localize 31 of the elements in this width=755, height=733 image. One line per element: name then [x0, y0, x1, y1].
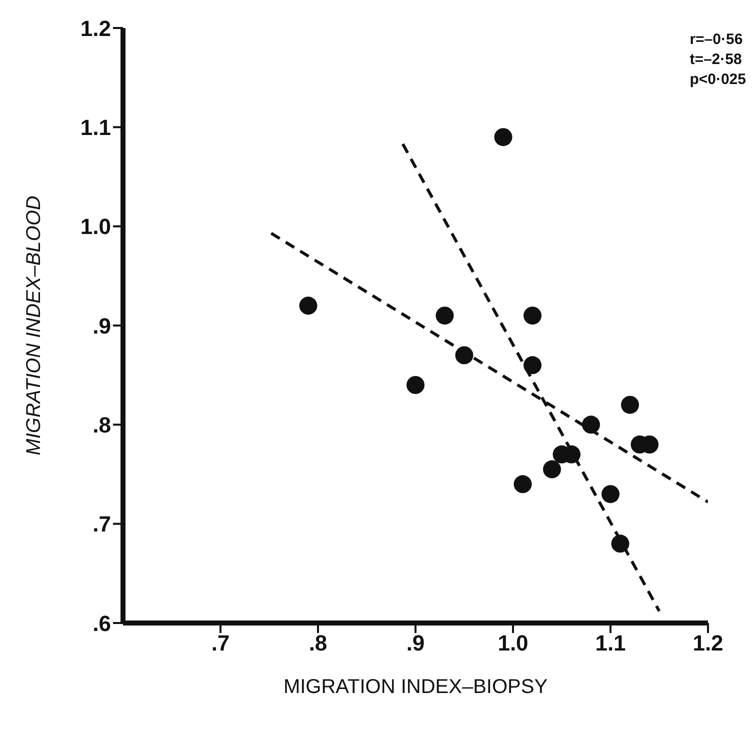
x-tick-label: .8 — [308, 630, 328, 656]
y-tick-label: .9 — [92, 313, 111, 338]
point — [514, 475, 532, 494]
point — [582, 416, 600, 434]
point — [611, 534, 630, 553]
y-tick-label: 1.2 — [80, 16, 111, 41]
y-tick-label: 1.1 — [80, 114, 111, 140]
x-tick-label: 1.1 — [595, 630, 626, 656]
y-tick-label: 1.0 — [80, 214, 111, 240]
y-axis-title: MIGRATION INDEX–BLOOD — [23, 196, 46, 456]
x-tick-label: .9 — [406, 630, 425, 656]
point — [406, 376, 424, 394]
x-axis-title: MIGRATION INDEX–BIOPSY — [283, 676, 548, 698]
annotation: r=–0·56 — [690, 30, 744, 50]
point — [455, 346, 474, 364]
y-tick-label: .6 — [92, 610, 111, 636]
point — [299, 296, 318, 315]
point — [621, 396, 639, 414]
x-tick-label: .7 — [211, 630, 230, 656]
annotation: t=–2·58 — [690, 50, 743, 70]
x-tick-label: 1.0 — [498, 630, 528, 656]
point — [524, 356, 542, 374]
point — [543, 460, 561, 478]
y-tick-label: .8 — [92, 412, 111, 438]
point — [436, 306, 454, 325]
y-tick-label: .7 — [92, 512, 111, 537]
point — [602, 485, 620, 504]
annotation: p<0·025 — [690, 70, 746, 90]
point — [494, 128, 512, 146]
point — [524, 306, 542, 325]
x-tick-label: 1.2 — [692, 630, 724, 656]
